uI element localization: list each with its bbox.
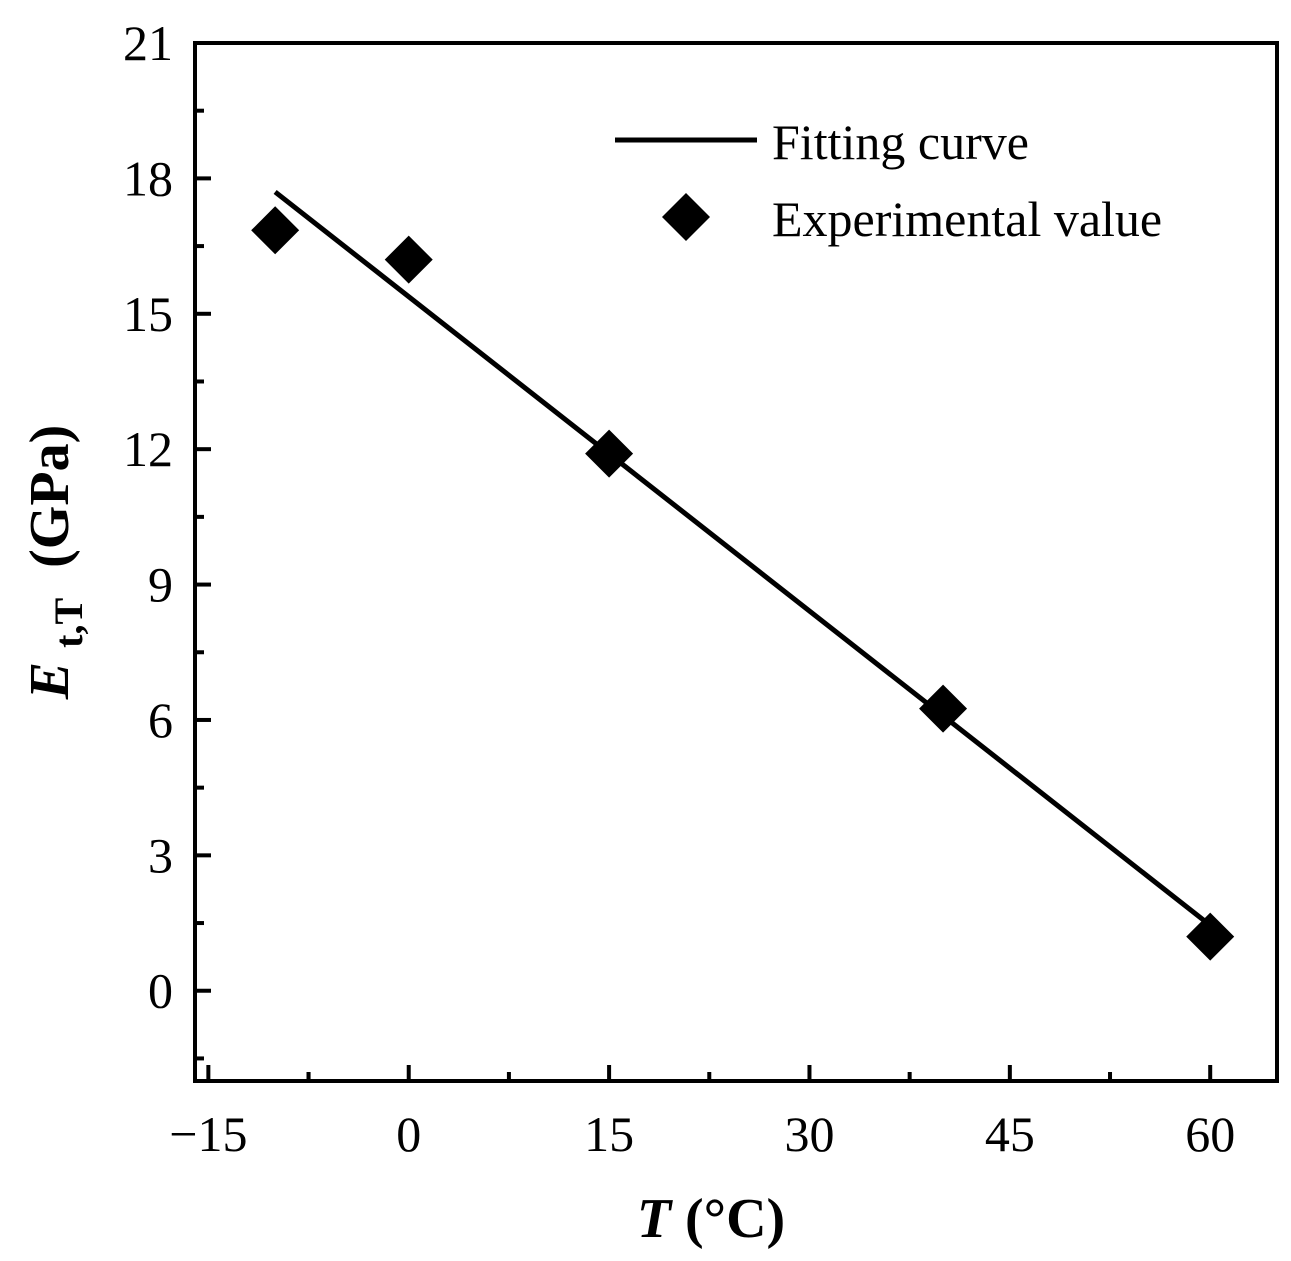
experimental-point bbox=[1186, 912, 1235, 961]
y-tick-label: 0 bbox=[148, 963, 173, 1019]
x-tick-labels: −15 0 15 30 45 60 bbox=[169, 1106, 1235, 1162]
y-tick-label: 9 bbox=[148, 557, 173, 613]
y-tick-label: 3 bbox=[148, 827, 173, 883]
fitting-curve-group bbox=[273, 189, 1212, 928]
y-tick-label: 18 bbox=[123, 150, 173, 206]
y-axis-title: E t,T (GPa) bbox=[19, 425, 95, 700]
x-axis-variable: T bbox=[637, 1188, 674, 1250]
x-tick-label: 15 bbox=[584, 1106, 634, 1162]
experimental-point bbox=[919, 684, 968, 733]
experimental-point bbox=[585, 429, 634, 478]
y-axis-subscript: t,T bbox=[46, 598, 91, 648]
x-tick-label: 30 bbox=[784, 1106, 834, 1162]
experimental-points-group bbox=[251, 206, 1235, 961]
x-tick-label: 45 bbox=[985, 1106, 1035, 1162]
x-axis-title: T (°C) bbox=[637, 1188, 785, 1250]
x-tick-label: 60 bbox=[1185, 1106, 1235, 1162]
legend: Fitting curve Experimental value bbox=[615, 114, 1162, 247]
legend-label-experimental-value: Experimental value bbox=[772, 191, 1162, 247]
y-tick-labels: 0 3 6 9 12 15 18 21 bbox=[123, 15, 173, 1019]
plot-area-frame bbox=[193, 41, 1279, 1083]
y-axis-variable: E bbox=[19, 662, 81, 700]
y-tick-label: 12 bbox=[123, 421, 173, 477]
experimental-point bbox=[251, 206, 300, 255]
x-tick-label: 0 bbox=[396, 1106, 421, 1162]
y-tick-label: 15 bbox=[123, 286, 173, 342]
fitting-curve-line bbox=[273, 189, 1212, 928]
x-axis-unit: (°C) bbox=[685, 1188, 785, 1250]
y-tick-label: 6 bbox=[148, 692, 173, 748]
y-tick-label: 21 bbox=[123, 15, 173, 71]
experimental-point bbox=[384, 235, 433, 284]
x-tick-label: −15 bbox=[169, 1106, 247, 1162]
y-axis-unit: (GPa) bbox=[19, 425, 81, 568]
legend-diamond-swatch bbox=[662, 193, 710, 241]
legend-label-fitting-curve: Fitting curve bbox=[772, 114, 1029, 170]
